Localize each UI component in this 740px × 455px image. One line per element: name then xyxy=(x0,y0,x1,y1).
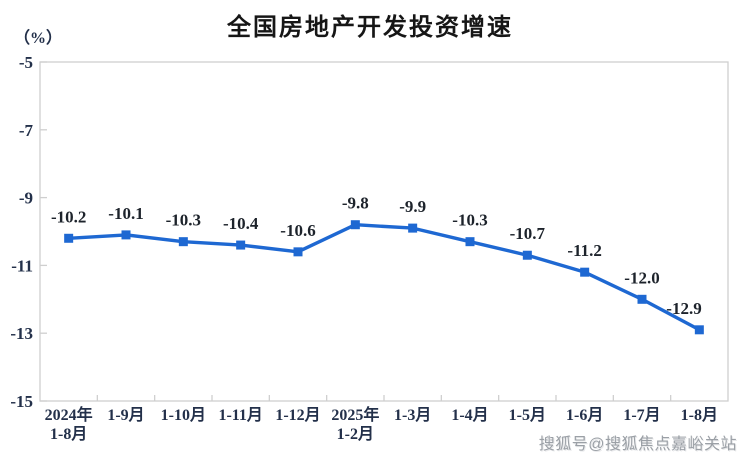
x-category-label: 1-4月 xyxy=(451,406,488,424)
data-point-marker xyxy=(293,247,303,257)
x-category-label: 2024年 xyxy=(45,405,93,424)
y-tick-label: -9 xyxy=(19,189,33,208)
x-category-label: 1-7月 xyxy=(623,406,660,424)
x-category-label: 1-10月 xyxy=(161,406,206,424)
data-label: -9.9 xyxy=(399,197,426,216)
data-label: -10.3 xyxy=(452,211,487,230)
data-label: -10.7 xyxy=(510,224,546,243)
data-point-marker xyxy=(408,223,418,233)
x-category-label: 1-6月 xyxy=(566,406,603,424)
data-point-marker xyxy=(64,233,74,243)
y-axis-unit-label: （%） xyxy=(14,30,63,47)
data-label: -12.9 xyxy=(666,299,701,318)
x-category-label: 1-8月 xyxy=(50,425,87,443)
data-point-marker xyxy=(522,250,532,260)
data-line xyxy=(68,223,701,332)
x-category-label: 1-11月 xyxy=(218,406,262,424)
y-tick-label: -5 xyxy=(19,53,33,72)
data-point-marker xyxy=(236,240,246,250)
chart-title: 全国房地产开发投资增速 xyxy=(227,14,513,41)
data-label: -10.3 xyxy=(166,211,201,230)
data-label: -10.6 xyxy=(280,221,315,240)
data-label: -12.0 xyxy=(624,268,659,287)
plot-border xyxy=(39,61,729,402)
data-point-marker xyxy=(694,325,704,335)
data-label: -9.8 xyxy=(342,194,369,213)
x-category-label: 1-2月 xyxy=(337,425,374,443)
x-category-label: 2025年 xyxy=(331,405,379,424)
y-tick-label: -7 xyxy=(19,121,34,140)
data-label: -10.4 xyxy=(223,214,259,233)
y-tick-label: -13 xyxy=(10,324,33,343)
data-point-marker xyxy=(350,220,360,230)
data-point-marker xyxy=(178,237,188,247)
x-category-label: 1-9月 xyxy=(107,406,144,424)
data-point-marker xyxy=(637,294,647,304)
x-category-label: 1-8月 xyxy=(681,406,718,424)
data-label: -10.2 xyxy=(51,207,86,226)
x-category-label: 1-3月 xyxy=(394,406,431,424)
data-point-marker xyxy=(580,267,590,277)
data-point-marker xyxy=(465,237,475,247)
data-label: -10.1 xyxy=(108,204,143,223)
x-category-label: 1-12月 xyxy=(275,406,320,424)
data-label: -11.2 xyxy=(567,241,601,260)
data-point-marker xyxy=(121,230,131,240)
x-category-label: 1-5月 xyxy=(509,406,546,424)
y-tick-label: -11 xyxy=(11,256,33,275)
watermark-text: 搜狐号@搜狐焦点嘉峪关站 xyxy=(538,436,737,453)
y-tick-label: -15 xyxy=(10,392,33,411)
